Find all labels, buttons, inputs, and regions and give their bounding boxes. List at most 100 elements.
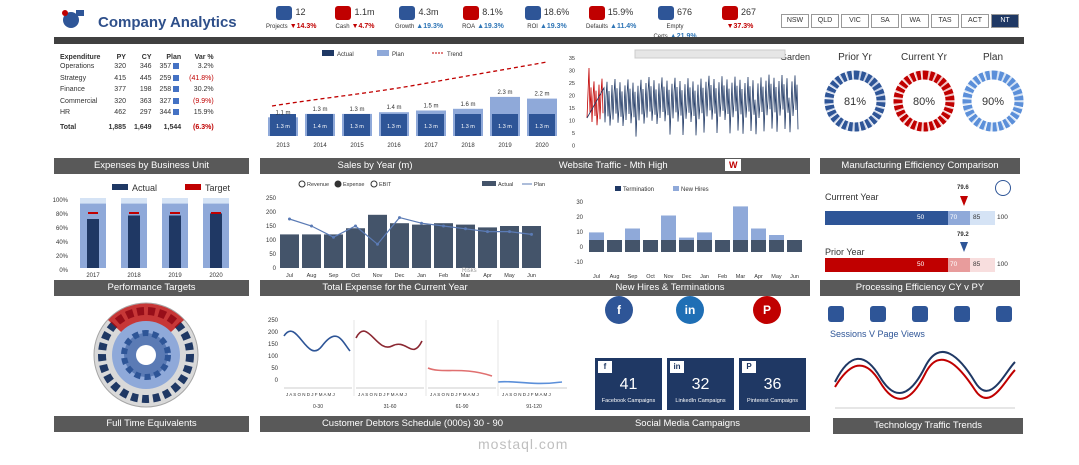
legend-actual-swatch [322, 50, 334, 56]
sales-actual-bar [492, 114, 518, 136]
sales-plan-label: 2.2 m [534, 92, 549, 98]
state-button-tas[interactable]: TAS [931, 14, 959, 28]
sales-plan-label: 1.4 m [386, 105, 401, 111]
kpi-extra[interactable]: 267 ▼37.3% [714, 6, 764, 30]
exp-cell: Finance [60, 86, 85, 94]
proc-prior-bar-1 [825, 258, 913, 272]
state-button-act[interactable]: ACT [961, 14, 989, 28]
perf-actual-bar [128, 215, 140, 268]
pinterest-icon[interactable]: P [753, 296, 781, 324]
exp-cell: HR [60, 109, 71, 117]
perf-ytick: 0% [59, 268, 68, 274]
state-button-qld[interactable]: QLD [811, 14, 839, 28]
legend-hires-swatch [673, 186, 679, 191]
sales-actual-label: 1.4 m [313, 124, 327, 130]
kpi-projects[interactable]: 12 Projects ▼14.3% [266, 6, 316, 30]
kpi-roi[interactable]: 18.6% ROI ▲19.3% [522, 6, 572, 30]
hires-chart: Termination New Hires 30 20 10 0 -10 Jul Aug Sep O… [574, 186, 802, 280]
manu-donut: 81% [824, 70, 886, 132]
sales-year-label: 2017 [424, 143, 438, 149]
state-button-wa[interactable]: WA [901, 14, 929, 28]
te-actual-bar [522, 226, 541, 268]
te-month-label: Apr [483, 273, 492, 279]
hires-month-label: Nov [664, 274, 674, 280]
section-processing: Processing Efficiency CY v PY [820, 280, 1020, 296]
no-icon [721, 6, 738, 20]
exp-cell: 445 [139, 74, 152, 82]
section-hires: New Hires & Terminations [530, 280, 810, 296]
legend-plan: Plan [534, 182, 545, 188]
te-ytick: 200 [266, 210, 277, 216]
te-actual-bar [302, 234, 321, 268]
perf-year-label: 2020 [209, 273, 223, 279]
legend-trend: Trend [447, 52, 462, 58]
legend-actual-swatch [112, 184, 128, 190]
linkedin-icon[interactable]: in [676, 296, 704, 324]
sales-actual-bar [344, 114, 370, 136]
legend-actual: Actual [498, 182, 513, 188]
exp-indicator [173, 86, 180, 93]
state-button-nt[interactable]: NT [991, 14, 1019, 28]
manu-value: 81% [844, 96, 866, 108]
te-ytick: 50 [269, 252, 276, 258]
exp-cell: 1,885 [108, 124, 126, 131]
state-button-vic[interactable]: VIC [841, 14, 869, 28]
state-button-sa[interactable]: SA [871, 14, 899, 28]
perf-actual-bar [169, 215, 181, 268]
campaign-box-0[interactable]: f 41 Facebook Campaigns [595, 358, 662, 410]
exp-header: PY [116, 54, 126, 61]
debt-ytick: 100 [268, 354, 279, 360]
campaign-box-2[interactable]: P 36 Pinterest Campaigns [739, 358, 806, 410]
radio-revenue [298, 180, 306, 188]
hires-term-bar [697, 240, 712, 252]
perf-actual-bar [87, 219, 99, 268]
donut-fill [824, 70, 886, 132]
debt-group: 91-120 [526, 404, 542, 410]
tech-chart [834, 351, 1016, 409]
te-actual-bar [478, 227, 497, 268]
kpi-defaults[interactable]: 15.9% Defaults ▲11.4% [586, 6, 636, 30]
perf-ytick: 60% [56, 226, 69, 232]
exp-cell: 15.9% [193, 109, 214, 117]
te-month-label: Sep [329, 273, 339, 279]
kpi-cash[interactable]: 1.1m Cash ▼4.7% [330, 6, 380, 30]
donut-fill [893, 70, 955, 132]
section-social: Social Media Campaigns [565, 416, 810, 432]
legend-actual: Actual [132, 183, 157, 193]
exp-indicator [173, 63, 180, 70]
kpi-roa[interactable]: 8.1% ROA ▲19.3% [458, 6, 508, 30]
top-divider [54, 37, 1024, 44]
kpi-growth[interactable]: 4.3m Growth ▲19.3% [394, 6, 444, 30]
exp-cell: 320 [114, 97, 126, 105]
manu-value: 80% [913, 96, 935, 108]
hires-month-label: Jul [593, 274, 600, 280]
exp-cell: 462 [114, 109, 126, 117]
te-month-label: Jul [286, 273, 293, 279]
state-button-nsw[interactable]: NSW [781, 14, 809, 28]
hires-month-label: Feb [718, 274, 727, 280]
hires-new-bar [733, 206, 748, 248]
traffic-chart: Garden 35 30 25 20 15 10 5 0 [569, 49, 810, 150]
legend-hires: New Hires [681, 187, 709, 193]
kpi-value: 267 [740, 7, 757, 18]
sales-actual-bar [381, 114, 407, 136]
exp-row: Total 1,885 1,649 1,544 (6.3%) [56, 119, 218, 137]
exp-cell: 327 [156, 96, 186, 108]
perf-target-mark [88, 212, 98, 214]
campaign-box-1[interactable]: in 32 LinkedIn Campaigns [667, 358, 734, 410]
proc-prior-marker: 79.2 [957, 232, 969, 238]
w-badge-icon[interactable]: W [725, 159, 742, 171]
te-month-label: Nov [373, 273, 383, 279]
manu-label: Current Yr [901, 52, 947, 63]
traffic-ytick: 25 [569, 81, 575, 87]
hires-month-label: Aug [610, 274, 620, 280]
facebook-icon[interactable]: f [605, 296, 633, 324]
hires-term-bar [733, 240, 748, 252]
te-actual-bar [390, 223, 409, 268]
exp-indicator [173, 97, 180, 104]
traffic-ytick: 5 [572, 131, 575, 137]
proc-current-val-2: 70 [948, 211, 970, 225]
hires-term-bar [715, 240, 730, 252]
proc-prior-label: Prior Year [825, 247, 865, 257]
